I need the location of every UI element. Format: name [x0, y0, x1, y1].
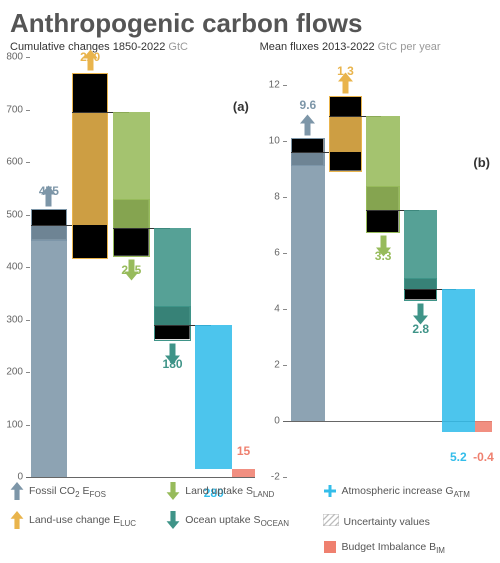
axis-tick — [283, 477, 287, 478]
legend-item-land: Land uptake SLAND — [166, 482, 318, 503]
axis-tick-label: 200 — [6, 367, 26, 378]
value-label-fossil: 9.6 — [300, 98, 317, 112]
value-label-land: 3.3 — [375, 249, 392, 263]
panel-a: 0100200300400500600700800 475 220 225 18… — [2, 57, 257, 477]
legend-item-luc: Land-use change ELUC — [10, 511, 162, 532]
subtitle-b-text: Mean fluxes 2013-2022 — [260, 41, 375, 53]
bar-atm — [442, 289, 475, 432]
bar-luc — [329, 116, 362, 152]
bar-ocean — [154, 228, 191, 325]
hatch-icon — [323, 514, 339, 529]
bar-atm — [195, 325, 232, 469]
legend-label: Ocean uptake SOCEAN — [185, 514, 289, 528]
bar-land — [113, 112, 150, 228]
axis-tick-label: 4 — [274, 304, 283, 315]
up-arrow-icon — [300, 114, 315, 136]
charts-container: 0100200300400500600700800 475 220 225 18… — [0, 57, 500, 477]
legend-label: Fossil CO2 EFOS — [29, 485, 106, 499]
axis-tick-label: 6 — [274, 248, 283, 259]
plot-area-b: -2024681012 9.6 1.3 3.3 2.85.2-0.4(b) — [283, 57, 492, 477]
subtitle-a: Cumulative changes 1850-2022 GtC — [10, 41, 260, 53]
square-icon — [323, 540, 337, 557]
axis-tick-label: 600 — [6, 157, 26, 168]
down-icon — [166, 511, 180, 532]
panel-tag: (b) — [473, 155, 490, 170]
legend-item-atm: Atmospheric increase GATM — [323, 482, 490, 503]
value-label-ocean: 180 — [163, 357, 183, 371]
legend-item-unc: Uncertainty values — [323, 511, 490, 532]
axis-tick — [283, 365, 287, 366]
value-label-fossil: 475 — [39, 184, 59, 198]
plot-area-a: 0100200300400500600700800 475 220 225 18… — [26, 57, 255, 477]
value-label-land: 225 — [121, 263, 141, 277]
panel-b: -2024681012 9.6 1.3 3.3 2.85.2-0.4(b) — [259, 57, 494, 477]
axis-tick-label: -2 — [271, 472, 283, 483]
axis-tick — [283, 85, 287, 86]
axis-tick — [26, 372, 30, 373]
value-label-ocean: 2.8 — [412, 322, 429, 336]
legend-label: Land-use change ELUC — [29, 514, 136, 528]
axis-tick-label: 800 — [6, 52, 26, 63]
subtitle-a-unit: GtC — [168, 41, 188, 53]
subtitle-b-unit: GtC per year — [378, 41, 441, 53]
legend-label: Uncertainty values — [344, 516, 430, 528]
axis-tick-label: 500 — [6, 209, 26, 220]
axis-tick — [283, 197, 287, 198]
value-label-imb: -0.4 — [473, 450, 494, 464]
axis-tick-label: 0 — [17, 472, 26, 483]
down-icon — [166, 482, 180, 503]
up-icon — [10, 511, 24, 532]
axis-tick-label: 400 — [6, 262, 26, 273]
axis-tick-label: 300 — [6, 314, 26, 325]
subtitles-row: Cumulative changes 1850-2022 GtC Mean fl… — [0, 41, 500, 57]
subtitle-b: Mean fluxes 2013-2022 GtC per year — [260, 41, 490, 53]
axis-tick — [283, 141, 287, 142]
value-label-luc: 1.3 — [337, 64, 354, 78]
axis-tick — [283, 309, 287, 310]
axis-tick-label: 12 — [269, 80, 283, 91]
legend: Fossil CO2 EFOS Land uptake SLAND Atmosphe… — [10, 482, 490, 557]
axis-tick — [26, 162, 30, 163]
axis-tick-label: 2 — [274, 360, 283, 371]
axis-tick — [26, 267, 30, 268]
value-label-imb: 15 — [237, 444, 250, 458]
axis-tick-label: 700 — [6, 104, 26, 115]
axis-tick — [26, 425, 30, 426]
legend-label: Land uptake SLAND — [185, 485, 274, 499]
axis-tick — [283, 253, 287, 254]
value-label-luc: 220 — [80, 50, 100, 64]
axis-tick-label: 10 — [269, 136, 283, 147]
bar-fossil — [291, 152, 324, 421]
legend-item-ocean: Ocean uptake SOCEAN — [166, 511, 318, 532]
bar-land — [366, 116, 399, 210]
legend-item-imb: Budget Imbalance BIM — [323, 540, 490, 557]
plus-icon — [323, 484, 337, 501]
bar-imb — [232, 469, 255, 477]
bar-imb — [475, 421, 492, 432]
bar-ocean — [404, 210, 437, 290]
legend-label: Budget Imbalance BIM — [342, 541, 445, 555]
page-title: Anthropogenic carbon flows — [0, 0, 500, 41]
axis-baseline — [26, 477, 255, 478]
up-icon — [10, 482, 24, 503]
bar-fossil — [31, 225, 68, 477]
axis-tick — [26, 215, 30, 216]
axis-tick — [26, 320, 30, 321]
axis-tick-label: 0 — [274, 416, 283, 427]
bar-luc — [72, 112, 109, 225]
panel-tag: (a) — [233, 99, 249, 114]
axis-tick-label: 8 — [274, 192, 283, 203]
axis-tick — [26, 57, 30, 58]
axis-tick — [26, 110, 30, 111]
legend-item-fossil: Fossil CO2 EFOS — [10, 482, 162, 503]
value-label-atm: 5.2 — [450, 450, 467, 464]
legend-label: Atmospheric increase GATM — [342, 485, 470, 499]
axis-tick-label: 100 — [6, 419, 26, 430]
